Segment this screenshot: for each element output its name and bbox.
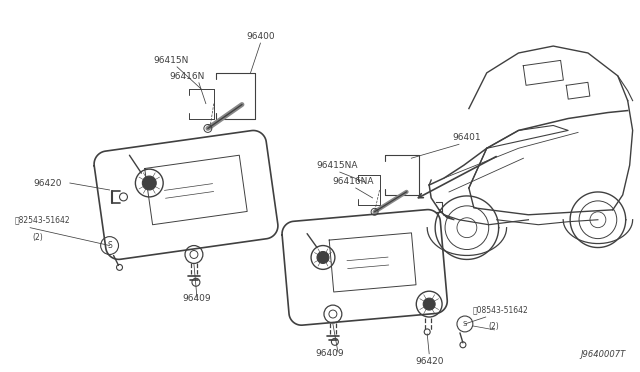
Text: 96415NA: 96415NA [316,161,358,170]
Text: J9640007T: J9640007T [580,350,626,359]
Text: 96416N: 96416N [169,72,205,81]
Text: 96409: 96409 [316,349,344,358]
Text: (2): (2) [489,322,499,331]
Text: 96416NA: 96416NA [332,177,373,186]
Circle shape [423,298,435,310]
Circle shape [317,251,329,263]
Text: Ⓢ08543-51642: Ⓢ08543-51642 [473,305,529,314]
Text: (2): (2) [32,232,43,241]
Text: 96409: 96409 [182,294,211,303]
Text: 96420: 96420 [415,357,444,366]
Text: S: S [108,241,112,250]
Circle shape [142,176,156,190]
Text: 96401: 96401 [452,133,481,142]
Text: 96400: 96400 [246,32,275,41]
Text: S: S [463,321,467,327]
Text: 96420: 96420 [33,179,62,187]
Text: Ⓢ82543-51642: Ⓢ82543-51642 [14,216,70,225]
Text: 96415N: 96415N [153,56,189,65]
